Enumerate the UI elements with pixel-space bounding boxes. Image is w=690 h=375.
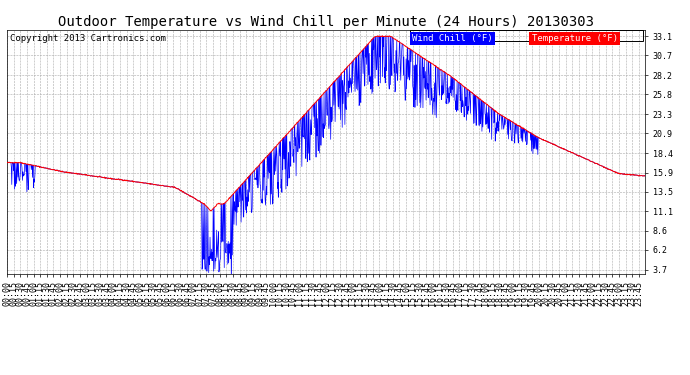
Title: Outdoor Temperature vs Wind Chill per Minute (24 Hours) 20130303: Outdoor Temperature vs Wind Chill per Mi… <box>58 15 594 29</box>
Text: Copyright 2013 Cartronics.com: Copyright 2013 Cartronics.com <box>10 34 166 43</box>
Text: Wind Chill (°F): Wind Chill (°F) <box>412 34 493 43</box>
Bar <box>411 30 643 41</box>
Text: Temperature (°F): Temperature (°F) <box>531 34 618 43</box>
